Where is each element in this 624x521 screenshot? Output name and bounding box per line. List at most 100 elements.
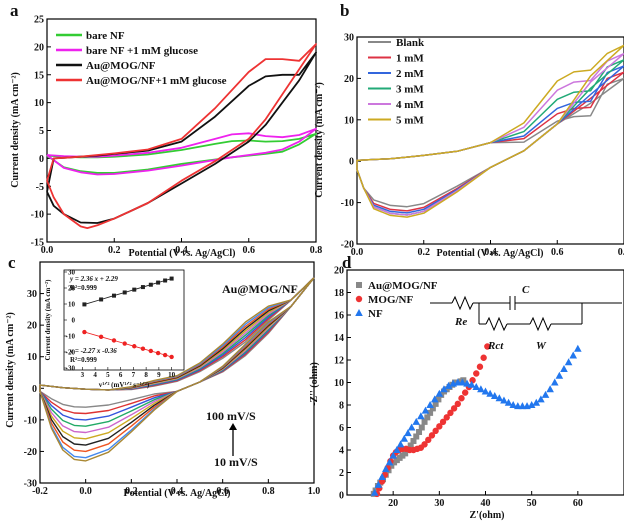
y-tick-label: 0 — [32, 384, 37, 395]
data-point-nf — [385, 458, 394, 466]
panel-c-title: Au@MOG/NF — [222, 282, 298, 296]
y-tick-label: 25 — [34, 15, 44, 26]
data-point-mog-nf — [450, 405, 458, 412]
inset-point-cathodic — [169, 354, 174, 360]
data-point-nf — [537, 395, 545, 403]
resistor-re — [451, 295, 474, 311]
inset-point-cathodic — [148, 348, 154, 354]
data-point-mog-nf — [458, 395, 465, 402]
data-point-au-mog-nf — [407, 442, 414, 449]
panel-letter-d: d — [342, 253, 352, 272]
data-point-nf — [370, 488, 379, 496]
inset-point-anodic — [156, 280, 161, 285]
data-point-mog-nf — [473, 370, 480, 377]
x-tick-label: 50 — [527, 498, 537, 509]
x-tick-label: 0.0 — [41, 245, 54, 256]
data-point-au-mog-nf — [416, 429, 423, 435]
data-point-mog-nf — [425, 436, 432, 444]
data-point-nf — [444, 381, 453, 389]
inset-data — [82, 276, 174, 360]
y-tick-label: 20 — [334, 266, 344, 277]
equivalent-circuit — [430, 295, 622, 332]
legend-b: Blank 1 mM 2 mM 3 mM 4 mM 5 mM — [368, 37, 425, 127]
y-tick-label: 30 — [27, 289, 37, 300]
series-line-5-mm — [356, 44, 624, 218]
legend-label: Au@MOG/NF — [86, 60, 156, 72]
inset-x-label: v¹ᐟ² (mV¹ᐟ² s⁻¹ᐟ²) — [99, 381, 150, 389]
data-point-au-mog-nf — [435, 396, 442, 403]
x-axis-label-c: Potential (V vs. Ag/AgCl) — [123, 488, 230, 499]
inset-point-anodic — [163, 278, 168, 283]
y-tick-label: 4 — [339, 446, 344, 457]
y-tick-label: -10 — [24, 415, 37, 426]
data-point-nf — [550, 378, 559, 386]
y-tick-label: -30 — [24, 479, 37, 490]
circuit-label-c: C — [522, 284, 530, 296]
y-tick-label: 10 — [334, 378, 344, 389]
x-axis-label-b: Potential (V vs. Ag/AgCl) — [436, 248, 543, 259]
inset-point-cathodic — [162, 352, 168, 358]
data-point-nf — [435, 389, 444, 397]
data-point-mog-nf — [421, 441, 428, 448]
x-tick-label: 0.8 — [618, 247, 624, 258]
scan-rate-high-label: 100 mV/S — [206, 409, 256, 423]
resistor-rct — [485, 316, 508, 332]
data-point-mog-nf — [428, 432, 436, 439]
x-tick-label: 0.4 — [171, 486, 184, 497]
x-axis-label-a: Potential (V vs. Ag/AgCl) — [128, 248, 235, 259]
x-tick-label: 0.2 — [108, 245, 121, 256]
y-tick-label: 20 — [27, 321, 37, 332]
y-axis-label-b: Current density (mA cm⁻²) — [314, 82, 325, 198]
y-tick-label: -15 — [31, 238, 44, 249]
inset-x-tick-label: 3 — [81, 371, 85, 379]
data-point-mog-nf — [443, 414, 450, 421]
data-point-nf — [458, 378, 467, 386]
inset-point-cathodic — [98, 334, 104, 340]
y-axis-label-c: Current density (mA cm⁻²) — [5, 312, 16, 428]
data-point-nf — [404, 429, 412, 437]
data-point-au-mog-nf — [418, 424, 425, 431]
y-tick-label: 2 — [339, 468, 344, 479]
data-point-nf — [412, 417, 421, 425]
data-point-nf — [569, 351, 578, 359]
data-point-nf — [532, 398, 541, 406]
inset-x-tick-label: 4 — [93, 371, 97, 379]
inset-fit-r2-1: R²=0.999 — [70, 284, 97, 292]
legend-label: bare NF — [86, 30, 125, 42]
data-point-nf — [467, 380, 476, 388]
inset-point-anodic — [99, 297, 104, 302]
panel-b: b 0.0 0.2 0.4 0.6 0.8 -20 -10 0 10 20 30 Potential… — [314, 1, 624, 259]
data-point-nf — [472, 383, 481, 390]
inset-point-cathodic — [111, 338, 117, 343]
inset-point-anodic — [122, 290, 127, 295]
data-point-nf — [541, 390, 550, 398]
data-point-nf — [481, 387, 490, 395]
y-tick-label: 20 — [34, 42, 44, 53]
series-line-bare-nf — [46, 132, 317, 174]
data-point-nf — [509, 401, 517, 408]
inset-y-tick-label: 10 — [68, 301, 76, 309]
data-point-au-mog-nf — [427, 409, 434, 416]
y-tick-label: 15 — [34, 70, 44, 81]
inset-y-tick-label: -30 — [66, 365, 76, 373]
y-tick-label: 12 — [334, 356, 344, 367]
legend-label: Au@MOG/NF — [368, 280, 438, 292]
data-point-nf — [495, 394, 504, 402]
legend-label: NF — [368, 308, 383, 320]
data-point-mog-nf — [461, 389, 469, 396]
scan-rate-low-label: 10 mV/S — [214, 455, 258, 469]
inset-point-anodic — [111, 293, 116, 298]
x-tick-label: 0.8 — [310, 245, 323, 256]
legend-label: MOG/NF — [368, 294, 413, 306]
data-point-nf — [396, 440, 405, 448]
inset-y-tick-label: -20 — [66, 349, 76, 357]
panel-c: c -0.2 0.0 0.2 0.4 0.6 0.8 1.0-30-20-100102030… — [5, 253, 320, 499]
data-point-nf — [490, 392, 499, 399]
data-point-mog-nf — [476, 363, 484, 370]
inset-point-anodic — [82, 302, 87, 307]
legend-label: 1 mM — [396, 53, 424, 65]
x-tick-label: 1.0 — [308, 486, 321, 497]
x-tick-label: 0.0 — [351, 247, 364, 258]
